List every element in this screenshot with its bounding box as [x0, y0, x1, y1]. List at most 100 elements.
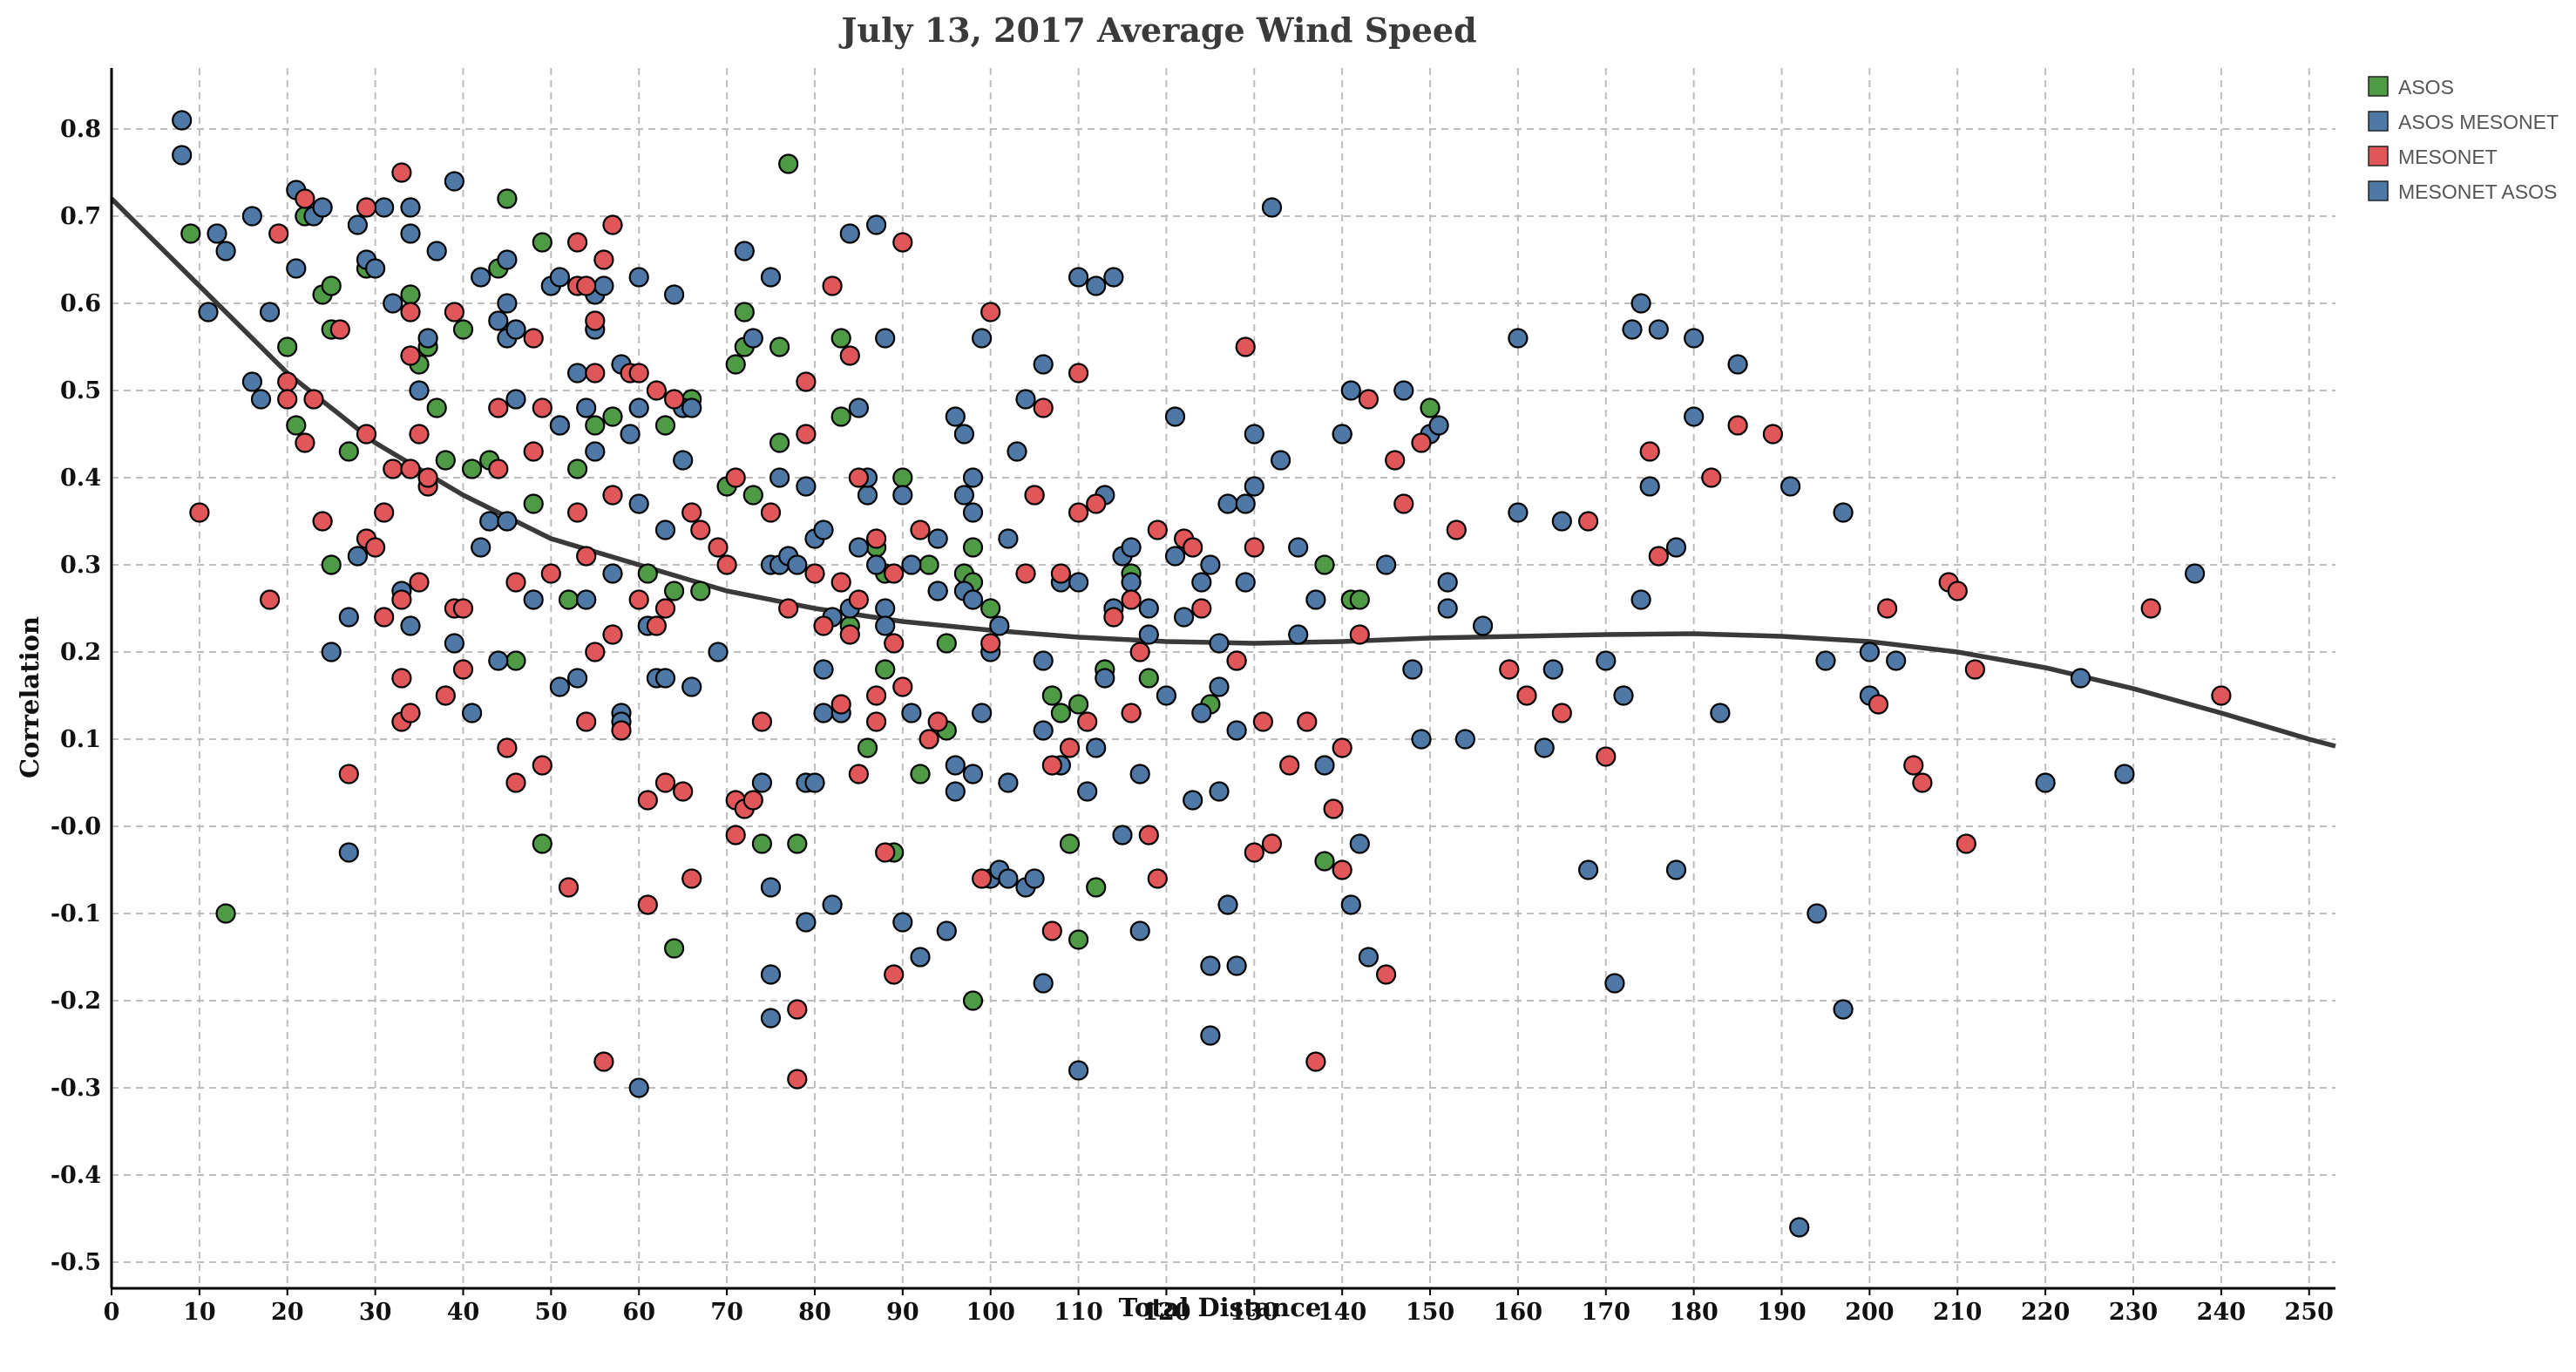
point-asos-mesonet — [471, 537, 491, 558]
point-mesonet — [663, 389, 685, 410]
point-mesonet — [558, 877, 580, 898]
point-asos-mesonet — [1095, 668, 1115, 689]
point-mesonet — [532, 755, 552, 776]
point-mesonet — [892, 232, 913, 253]
point-asos-mesonet — [1068, 1060, 1089, 1081]
point-asos-mesonet — [1121, 537, 1142, 558]
point-mesonet — [796, 371, 817, 392]
point-asos-mesonet — [1164, 406, 1186, 427]
legend-swatch — [2368, 111, 2389, 132]
point-mesonet — [865, 685, 887, 706]
point-asos-mesonet — [1209, 633, 1230, 654]
point-mesonet — [980, 302, 1001, 323]
point-asos-mesonet — [374, 197, 395, 218]
point-asos-mesonet — [962, 502, 984, 523]
point-asos-mesonet — [1129, 764, 1150, 784]
point-asos-mesonet — [708, 642, 729, 662]
point-mesonet — [1244, 537, 1264, 558]
point-asos-mesonet — [875, 598, 896, 619]
point-mesonet — [646, 615, 668, 636]
point-asos-mesonet — [1086, 737, 1107, 758]
legend-swatch — [2368, 76, 2389, 97]
point-asos — [286, 415, 307, 436]
point-asos-mesonet — [1138, 598, 1159, 619]
point-mesonet — [681, 868, 702, 889]
point-mesonet — [1499, 659, 1520, 680]
point-asos — [663, 581, 685, 601]
point-asos-mesonet — [1314, 755, 1335, 776]
point-mesonet — [1323, 798, 1344, 819]
point-mesonet — [540, 563, 561, 584]
point-asos-mesonet — [566, 363, 588, 384]
point-asos-mesonet — [1086, 275, 1107, 296]
grid — [112, 68, 2335, 1288]
point-asos — [1068, 929, 1089, 950]
point-asos-mesonet — [875, 328, 896, 349]
point-asos — [962, 990, 984, 1011]
point-asos-mesonet — [734, 241, 755, 261]
point-asos-mesonet — [760, 1008, 782, 1029]
point-asos-mesonet — [1200, 955, 1221, 976]
point-asos-mesonet — [1833, 502, 1854, 523]
point-asos-mesonet — [400, 223, 421, 244]
point-asos-mesonet — [1261, 197, 1283, 218]
point-asos-mesonet — [1191, 703, 1212, 723]
point-asos-mesonet — [1235, 572, 1256, 593]
point-asos-mesonet — [865, 554, 887, 575]
point-asos-mesonet — [1393, 380, 1414, 401]
point-asos-mesonet — [1358, 947, 1380, 968]
point-mesonet — [1050, 563, 1072, 584]
point-asos-mesonet — [857, 485, 878, 506]
y-tick-label: 0.5 — [60, 377, 101, 404]
point-mesonet — [1639, 441, 1660, 462]
point-mesonet — [602, 485, 623, 506]
point-asos — [497, 188, 518, 209]
point-asos-mesonet — [444, 633, 465, 654]
x-tick-label: 200 — [1845, 1299, 1894, 1326]
point-mesonet — [1762, 424, 1784, 445]
point-mesonet — [1648, 546, 1669, 567]
point-asos — [787, 833, 808, 854]
point-asos-mesonet — [998, 868, 1019, 889]
point-mesonet — [576, 546, 597, 567]
point-mesonet — [865, 528, 887, 549]
point-asos — [1068, 694, 1089, 715]
point-asos-mesonet — [998, 528, 1019, 549]
point-mesonet — [1244, 842, 1264, 863]
point-mesonet — [523, 328, 544, 349]
point-asos-mesonet — [549, 267, 571, 288]
point-asos-mesonet — [593, 275, 614, 296]
x-tick-label: 160 — [1494, 1299, 1542, 1326]
point-mesonet — [400, 302, 421, 323]
point-asos-mesonet — [347, 214, 368, 235]
point-mesonet — [654, 598, 676, 619]
point-asos-mesonet — [673, 450, 694, 471]
y-tick-label: 0.7 — [60, 203, 101, 230]
point-asos-mesonet — [1209, 781, 1230, 802]
x-tick-label: 90 — [886, 1299, 919, 1326]
point-asos-mesonet — [505, 319, 526, 340]
point-asos-mesonet — [523, 589, 544, 610]
point-mesonet — [505, 772, 526, 793]
point-asos-mesonet — [347, 546, 368, 567]
point-asos-mesonet — [241, 371, 262, 392]
point-mesonet — [1385, 450, 1406, 471]
point-asos-mesonet — [497, 293, 518, 314]
point-mesonet — [848, 467, 870, 488]
point-mesonet — [1701, 467, 1722, 488]
point-mesonet — [566, 232, 588, 253]
point-asos-mesonet — [549, 676, 571, 697]
point-mesonet — [1121, 703, 1142, 723]
point-mesonet — [1393, 493, 1414, 514]
point-asos-mesonet — [620, 424, 641, 445]
point-asos-mesonet — [1551, 511, 1572, 532]
x-tick-label: 240 — [2197, 1299, 2246, 1326]
y-tick-label: -0.2 — [51, 988, 101, 1015]
point-mesonet — [708, 537, 729, 558]
point-asos-mesonet — [1630, 293, 1651, 314]
point-asos-mesonet — [953, 424, 975, 445]
point-asos — [637, 563, 658, 584]
point-mesonet — [760, 502, 782, 523]
point-asos — [857, 737, 878, 758]
